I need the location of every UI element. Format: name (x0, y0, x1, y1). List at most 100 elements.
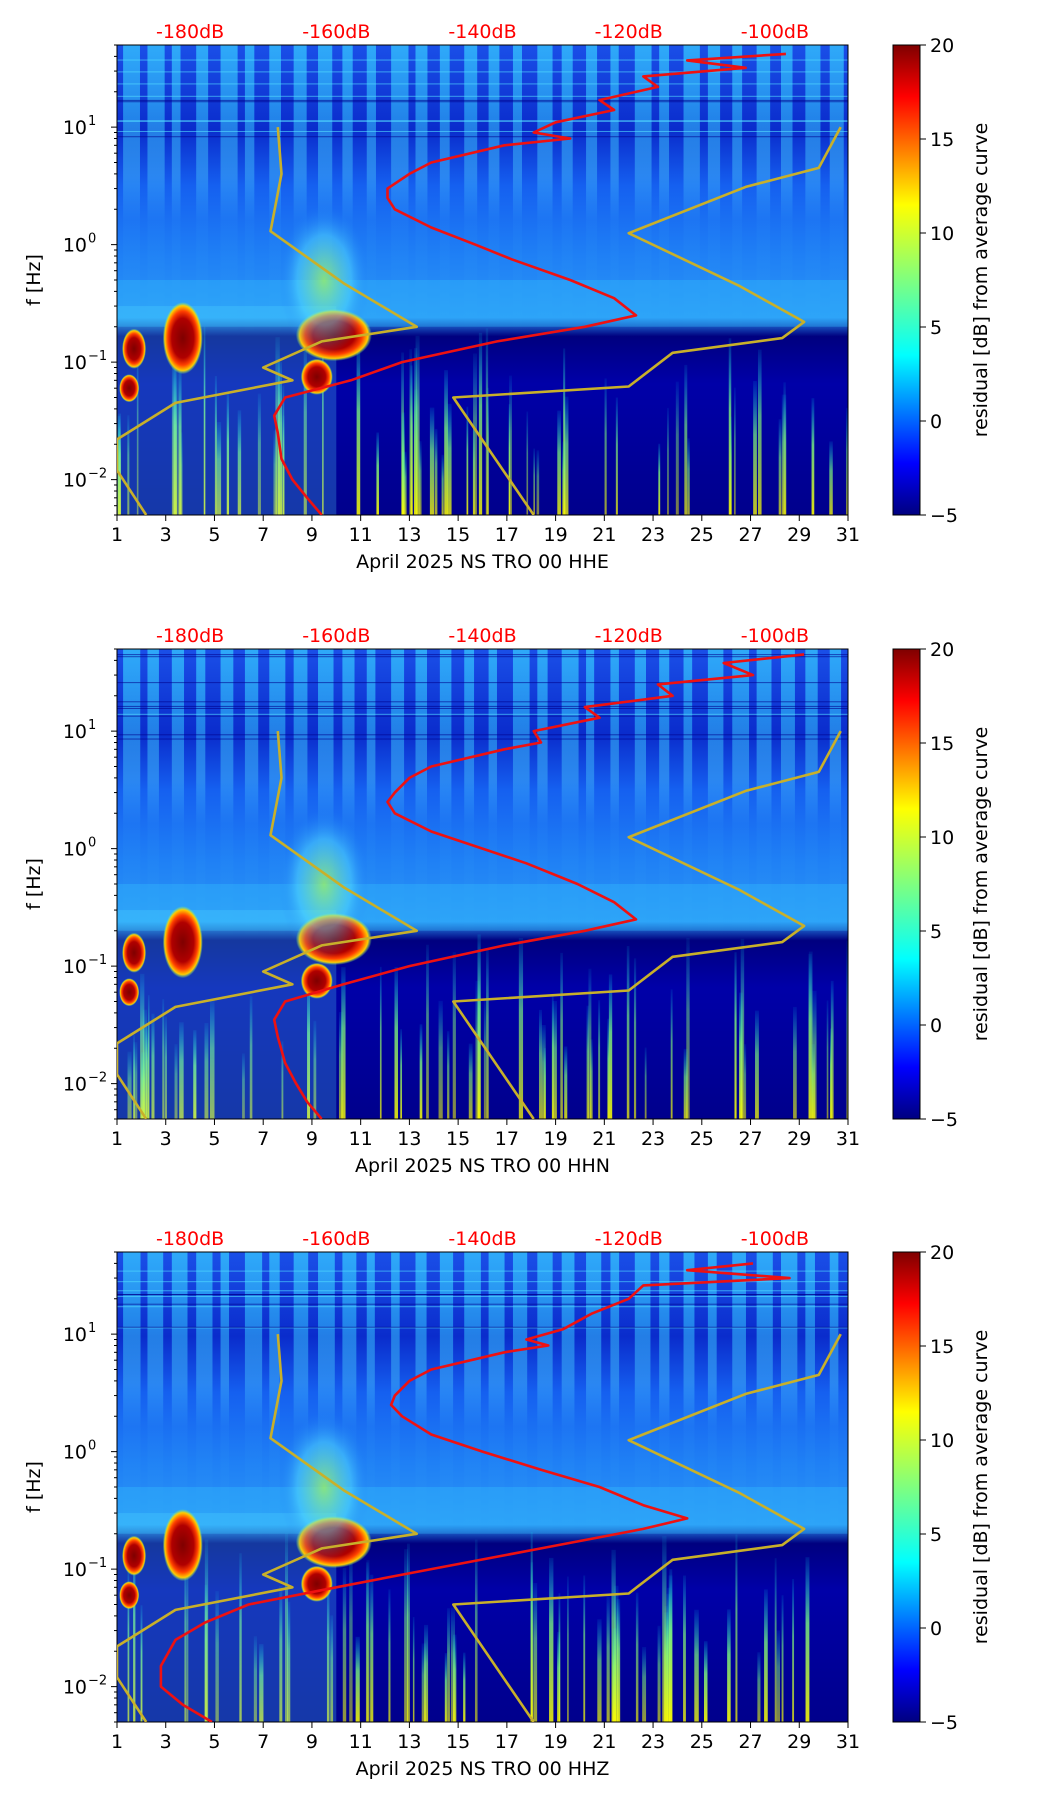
y-tick-exponent: 0 (88, 232, 96, 247)
noise-line (117, 1290, 848, 1292)
day-stripe (464, 1252, 481, 1544)
day-stripe (707, 45, 721, 337)
top-db-label: -180dB (156, 625, 224, 647)
y-tick-exponent: 1 (88, 1321, 96, 1336)
noise-line (117, 1294, 848, 1296)
event-spike (447, 1608, 450, 1722)
noise-line (117, 59, 848, 61)
event-spike (564, 1046, 568, 1119)
day-stripe (780, 45, 793, 337)
x-tick-label: 17 (495, 524, 519, 546)
top-db-label: -140dB (448, 625, 516, 647)
event-spike (563, 348, 566, 515)
y-tick-label: 10 (63, 235, 87, 257)
event-spike (666, 1587, 671, 1722)
day-stripe (586, 649, 595, 941)
event-spike (204, 1022, 209, 1119)
event-spike (551, 995, 554, 1119)
day-stripe (683, 649, 693, 941)
event-spike (370, 1574, 374, 1722)
colorbar-tick-label: 0 (930, 1618, 942, 1640)
event-spike (509, 375, 512, 515)
chart-panel-hhn: 1 3 5 7 9 11 13 15 17 19 21 23 25 27 29 31 10−210−110 01… (23, 625, 992, 1177)
top-db-scale: -180dB -160dB -140dB -120dB -100dB (156, 21, 809, 43)
x-tick-label: 31 (836, 1731, 860, 1753)
event-spike (394, 966, 398, 1119)
event-spike (388, 1589, 391, 1722)
noise-line (117, 656, 848, 658)
day-stripe (780, 649, 795, 941)
noise-line (117, 738, 848, 740)
day-stripe (244, 45, 255, 337)
event-spike (406, 1543, 410, 1722)
y-tick-exponent: −1 (88, 953, 107, 968)
event-spike (424, 1624, 429, 1722)
event-spike (830, 980, 834, 1119)
event-spike (778, 419, 782, 515)
event-spike (538, 1009, 542, 1119)
day-stripe (610, 1252, 620, 1544)
energy-hotspot (162, 906, 203, 979)
day-stripe (610, 45, 619, 337)
event-spike (239, 1553, 242, 1722)
energy-plume (279, 205, 370, 355)
noise-model-layer (117, 1333, 842, 1722)
noise-line (117, 1306, 848, 1308)
event-spike (586, 1005, 590, 1119)
day-stripe (171, 45, 181, 337)
event-spike (583, 1575, 586, 1722)
event-spike (356, 341, 361, 515)
top-db-scale: -180dB -160dB -140dB -120dB -100dB (156, 1228, 809, 1250)
y-tick-label: 10 (63, 117, 87, 139)
noise-model-layer (117, 730, 842, 1119)
x-tick-label: 29 (787, 1731, 811, 1753)
colorbar-tick-label: 20 (930, 1242, 954, 1264)
event-spike (117, 415, 121, 515)
day-stripe (805, 1252, 815, 1544)
noise-line (117, 715, 848, 717)
top-db-label: -100dB (741, 1228, 809, 1250)
event-spike (282, 385, 285, 515)
event-spike (536, 450, 540, 515)
event-spike (342, 1567, 347, 1722)
event-spike (607, 1018, 610, 1119)
colorbar: −5 0 5 10 15 20 (892, 1242, 958, 1734)
event-spike (670, 989, 673, 1119)
y-tick-exponent: −1 (88, 349, 107, 364)
x-tick-label: 7 (257, 1128, 269, 1150)
y-tick-exponent: −1 (88, 1556, 107, 1571)
day-stripe (488, 45, 500, 337)
event-spike (184, 1554, 187, 1722)
event-spike (757, 1652, 761, 1722)
event-spike (376, 432, 379, 515)
x-tick-label: 21 (592, 524, 616, 546)
event-spike (657, 1625, 661, 1722)
spectrogram-area (116, 1251, 849, 1723)
x-tick-label: 21 (592, 1128, 616, 1150)
day-stripe (123, 649, 141, 941)
noise-line (117, 95, 848, 97)
colorbar-tick-label: −5 (930, 505, 958, 527)
event-spike (322, 327, 324, 515)
event-spike (743, 1044, 747, 1119)
colorbar-tick-label: −5 (930, 1712, 958, 1734)
day-stripe (171, 649, 185, 941)
x-tick-label: 7 (257, 1731, 269, 1753)
day-stripe (244, 1252, 263, 1544)
colorbar-tick-label: 10 (930, 1430, 954, 1452)
top-db-label: -160dB (302, 21, 370, 43)
day-stripe (147, 45, 165, 337)
event-spike (193, 1030, 197, 1119)
event-spike (757, 349, 762, 515)
event-spike (313, 1020, 317, 1119)
colorbar-tick-label: 5 (930, 921, 942, 943)
day-stripe (196, 1252, 213, 1544)
event-spike (259, 1644, 264, 1722)
noise-line (117, 130, 848, 132)
colorbar-tick-label: 15 (930, 129, 954, 151)
x-tick-label: 9 (306, 524, 318, 546)
x-tick-label: 13 (397, 524, 421, 546)
chart-panel-hhz: 1 3 5 7 9 11 13 15 17 19 21 23 25 27 29 31 10−210−110 01… (23, 1228, 992, 1780)
day-stripe (391, 1252, 400, 1544)
noise-line (117, 707, 848, 709)
